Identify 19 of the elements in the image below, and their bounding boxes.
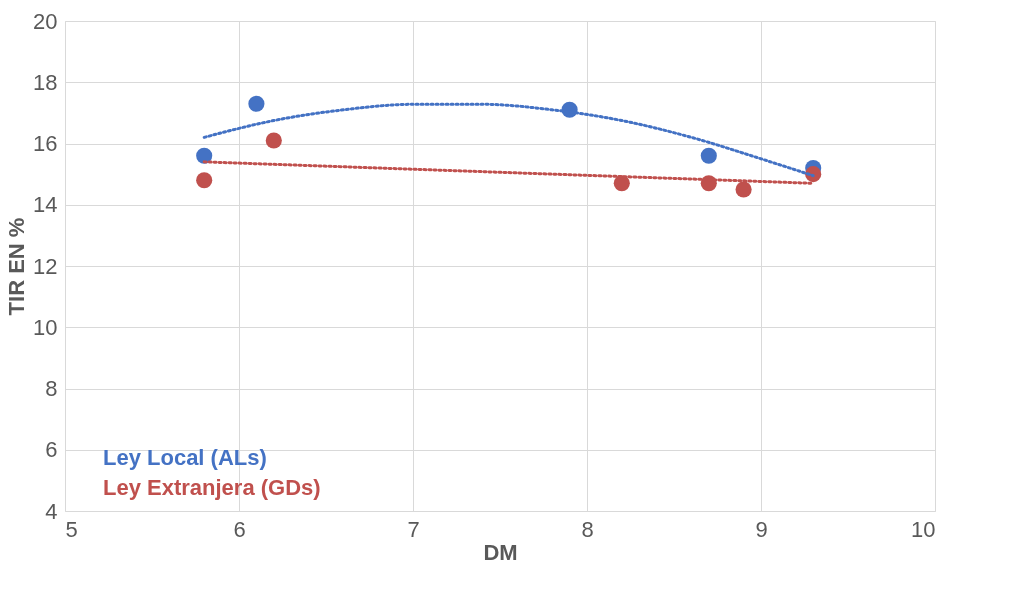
x-tick-label: 10: [911, 516, 936, 542]
y-tick-label: 4: [45, 498, 58, 524]
x-axis-title: DM: [483, 539, 518, 565]
y-axis-title: TIR EN %: [4, 217, 30, 316]
y-tick-label: 10: [33, 314, 58, 340]
y-tick-label: 18: [33, 69, 58, 95]
y-tick-label: 20: [33, 8, 58, 34]
x-tick-label: 7: [407, 516, 420, 542]
y-tick-label: 12: [33, 253, 58, 279]
y-tick-label: 14: [33, 192, 58, 218]
text: Ley Extranjera (GDs): [103, 475, 321, 500]
y-tick-label: 16: [33, 131, 58, 156]
x-tick-label: 9: [755, 516, 768, 542]
text: Ley Local (ALs): [103, 445, 267, 470]
y-tick-label: 8: [45, 376, 58, 401]
x-tick-label: 8: [581, 516, 594, 542]
x-tick-label: 5: [65, 516, 78, 542]
y-tick-label: 6: [45, 437, 58, 463]
x-tick-label: 6: [233, 516, 246, 542]
